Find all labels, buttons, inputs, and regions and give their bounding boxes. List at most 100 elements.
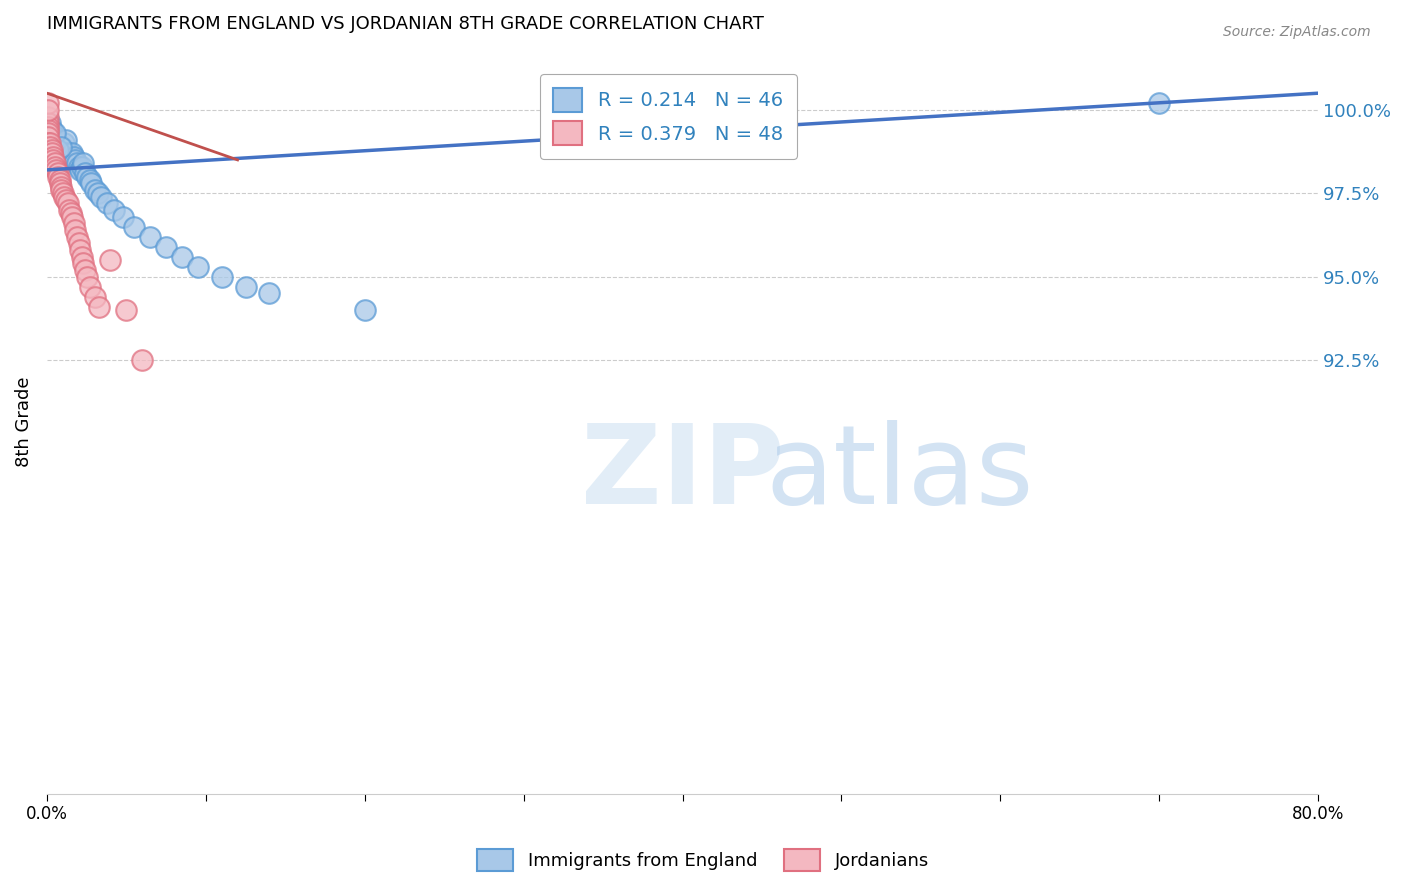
Point (73, 263, 96, 277)
Point (37, 143, 59, 157)
Text: ZIP: ZIP (581, 420, 785, 527)
Point (41, 143, 63, 157)
Point (46, 169, 69, 184)
Point (60, 146, 83, 161)
Point (59, 206, 82, 220)
Point (100, 252, 122, 267)
Point (66, 229, 89, 244)
Point (44, 160, 66, 174)
Point (70, 250, 93, 264)
Point (124, 219, 146, 234)
Legend: R = 0.214   N = 46, R = 0.379   N = 48: R = 0.214 N = 46, R = 0.379 N = 48 (540, 74, 797, 159)
Point (48, 139, 70, 153)
Point (58, 202, 80, 217)
Point (37, 110, 59, 124)
Point (37, 116, 59, 130)
Point (45, 133, 67, 147)
Point (37, 96, 59, 111)
Point (37, 103, 59, 117)
Point (37, 129, 59, 144)
Point (115, 303, 138, 318)
Point (39, 139, 62, 153)
Point (1147, 96, 1170, 111)
Point (53, 189, 76, 203)
Text: atlas: atlas (765, 420, 1033, 527)
Point (46, 166, 69, 180)
Point (72, 256, 94, 270)
Point (353, 303, 375, 318)
Point (37, 120, 59, 134)
Point (69, 243, 91, 257)
Point (155, 239, 177, 253)
Point (70, 160, 93, 174)
Point (63, 150, 86, 164)
Point (76, 169, 98, 184)
Point (96, 196, 118, 211)
Point (37, 126, 59, 140)
Point (131, 353, 153, 368)
Point (39, 116, 62, 130)
Point (211, 269, 233, 284)
Point (42, 126, 65, 140)
Point (65, 153, 87, 167)
Point (60, 210, 83, 224)
Point (52, 186, 75, 201)
Legend: Immigrants from England, Jordanians: Immigrants from England, Jordanians (470, 842, 936, 879)
Point (53, 136, 76, 151)
Point (83, 183, 105, 197)
Point (44, 126, 66, 140)
Text: Source: ZipAtlas.com: Source: ZipAtlas.com (1223, 25, 1371, 39)
Point (37, 120, 59, 134)
Point (48, 176, 70, 190)
Point (87, 186, 110, 201)
Point (59, 153, 82, 167)
Point (67, 236, 90, 251)
Point (42, 153, 65, 167)
Point (103, 202, 125, 217)
Point (259, 286, 281, 301)
Point (37, 123, 59, 137)
Point (65, 223, 87, 237)
Point (37, 139, 59, 153)
Point (69, 162, 91, 177)
Point (89, 300, 111, 314)
Point (235, 279, 257, 293)
Point (79, 173, 101, 187)
Point (170, 250, 193, 264)
Point (67, 160, 90, 174)
Point (44, 129, 66, 144)
Point (76, 269, 98, 284)
Point (56, 196, 79, 211)
Point (44, 156, 66, 170)
Point (56, 146, 79, 161)
Point (45, 162, 67, 177)
Point (39, 136, 62, 151)
Point (48, 173, 70, 187)
Point (58, 150, 80, 164)
Point (51, 179, 73, 194)
Point (72, 156, 94, 170)
Point (83, 290, 105, 304)
Point (55, 133, 77, 147)
Point (42, 150, 65, 164)
Point (139, 229, 162, 244)
Point (90, 189, 112, 203)
Point (37, 136, 59, 151)
Point (73, 166, 96, 180)
Point (79, 279, 101, 293)
Point (52, 141, 75, 155)
Y-axis label: 8th Grade: 8th Grade (15, 376, 32, 467)
Point (51, 183, 73, 197)
Point (51, 143, 73, 157)
Point (80, 176, 103, 190)
Point (51, 139, 73, 153)
Point (187, 260, 209, 274)
Point (66, 156, 89, 170)
Point (63, 216, 86, 230)
Text: IMMIGRANTS FROM ENGLAND VS JORDANIAN 8TH GRADE CORRELATION CHART: IMMIGRANTS FROM ENGLAND VS JORDANIAN 8TH… (46, 15, 763, 33)
Point (55, 193, 77, 207)
Point (46, 136, 69, 151)
Point (41, 123, 63, 137)
Point (112, 210, 135, 224)
Point (41, 146, 63, 161)
